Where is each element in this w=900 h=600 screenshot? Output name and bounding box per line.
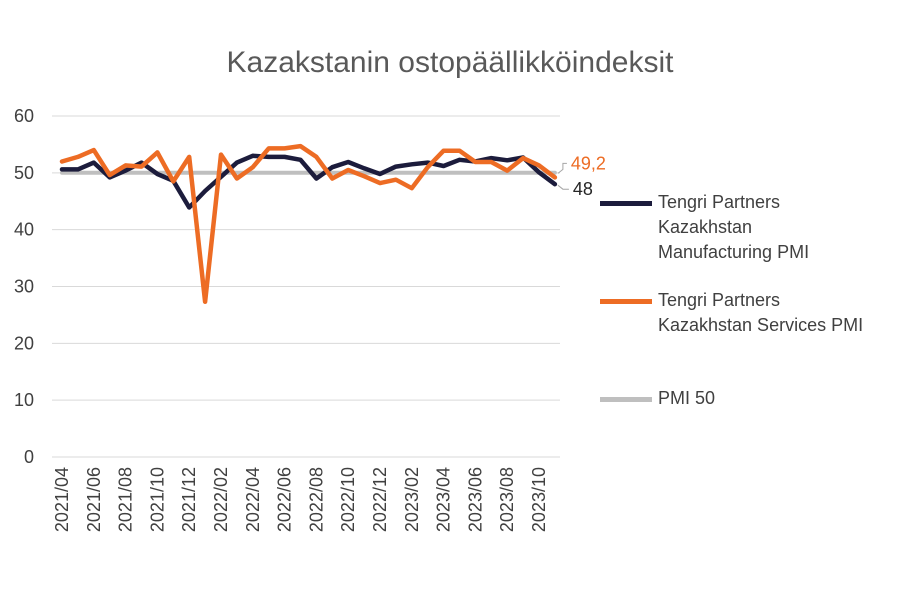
- legend-label: Tengri Partners Kazakhstan Manufacturing…: [658, 192, 810, 262]
- y-axis-ticks: 0 10 20 30 40 50 60: [14, 106, 34, 467]
- y-tick-label: 50: [14, 163, 34, 183]
- y-tick-label: 0: [24, 447, 34, 467]
- x-tick-label: 2021/08: [116, 467, 136, 532]
- x-tick-label: 2023/10: [529, 467, 549, 532]
- y-tick-label: 40: [14, 220, 34, 240]
- legend-item-1: Tengri Partners Kazakhstan Services PMI: [600, 288, 898, 338]
- chart-title: Kazakstanin ostopäällikköindeksit: [226, 46, 674, 79]
- manufacturing-end-label: 48: [573, 179, 593, 199]
- x-axis-ticks: 2021/04 2021/06 2021/08 2021/10 2021/12 2022/…: [52, 467, 549, 532]
- x-tick-label: 2022/06: [275, 467, 295, 532]
- series-line-1: [59, 143, 558, 305]
- x-tick-label: 2022/02: [211, 467, 231, 532]
- legend-swatch: [600, 299, 652, 304]
- legend-swatch: [600, 397, 652, 402]
- x-tick-label: 2021/06: [84, 467, 104, 532]
- legend-item-2: PMI 50: [600, 386, 898, 411]
- series-lines: [59, 143, 558, 305]
- legend-item-0: Tengri Partners Kazakhstan Manufacturing…: [600, 190, 898, 265]
- x-tick-label: 2021/04: [52, 467, 72, 532]
- x-tick-label: 2022/04: [243, 467, 263, 532]
- x-tick-label: 2021/10: [147, 467, 167, 532]
- end-labels: 49,2 48: [557, 153, 606, 199]
- y-tick-label: 20: [14, 333, 34, 353]
- manufacturing-leader-line: [557, 184, 569, 190]
- y-tick-label: 60: [14, 106, 34, 126]
- x-tick-label: 2023/02: [402, 467, 422, 532]
- legend-swatch: [600, 201, 652, 206]
- x-tick-label: 2021/12: [179, 467, 199, 532]
- y-tick-label: 30: [14, 277, 34, 297]
- x-tick-label: 2022/10: [338, 467, 358, 532]
- legend-label: PMI 50: [658, 388, 716, 408]
- x-tick-label: 2022/08: [306, 467, 326, 532]
- x-tick-label: 2023/04: [434, 467, 454, 532]
- x-tick-label: 2023/08: [497, 467, 517, 532]
- y-tick-label: 10: [14, 390, 34, 410]
- services-end-label: 49,2: [571, 153, 606, 173]
- services-leader-line: [557, 162, 567, 174]
- legend-label: Tengri Partners Kazakhstan Services PMI: [658, 290, 864, 335]
- x-tick-label: 2022/12: [370, 467, 390, 532]
- x-tick-label: 2023/06: [465, 467, 485, 532]
